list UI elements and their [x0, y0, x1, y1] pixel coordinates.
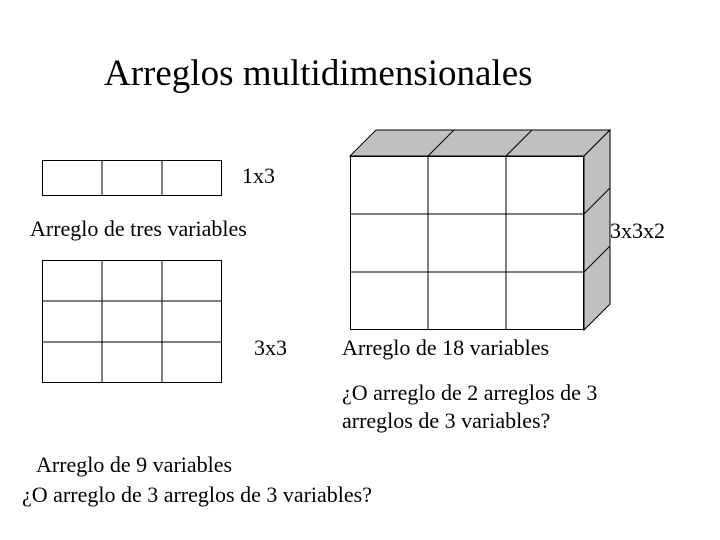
array-1d	[42, 160, 222, 196]
array-3d-caption-2a: ¿O arreglo de 2 arreglos de 3	[342, 380, 597, 406]
array-3d-dim-label: 3x3x2	[610, 218, 665, 244]
array-2d-dim-label: 3x3	[254, 335, 287, 361]
array-2d	[42, 260, 222, 383]
array-3d-caption-2b: arreglos de 3 variables?	[342, 408, 550, 434]
array-1d-dim-label: 1x3	[242, 163, 275, 189]
array-3d	[350, 130, 612, 332]
page-title: Arreglos multidimensionales	[104, 52, 533, 95]
array-3d-caption-1: Arreglo de 18 variables	[342, 335, 549, 361]
array-2d-caption-1: Arreglo de 9 variables	[36, 452, 232, 478]
array-1d-caption: Arreglo de tres variables	[30, 216, 247, 242]
array-2d-caption-2: ¿O arreglo de 3 arreglos de 3 variables?	[22, 482, 372, 508]
